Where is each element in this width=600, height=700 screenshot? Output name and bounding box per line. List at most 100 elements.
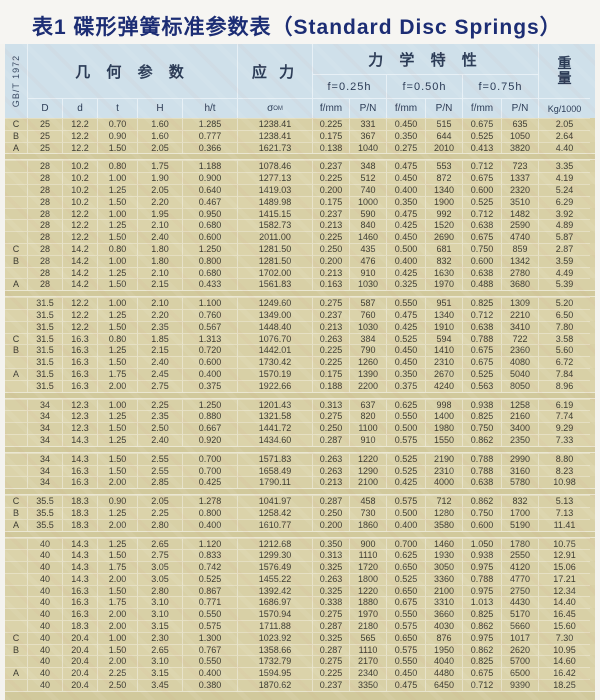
value-cell: 2.15	[137, 278, 182, 291]
value-cell: 3820	[501, 141, 538, 154]
value-cell: 3050	[425, 561, 462, 573]
series-letter-cell	[5, 297, 27, 309]
value-cell: 1442.01	[237, 344, 312, 357]
value-cell: 0.500	[386, 242, 425, 255]
value-cell: 0.263	[312, 332, 349, 345]
value-cell: 14.3	[62, 572, 97, 585]
value-cell: 3160	[501, 464, 538, 477]
value-cell: 16.42	[538, 667, 590, 680]
value-cell: 3510	[501, 195, 538, 208]
value-cell: 0.400	[182, 667, 237, 680]
value-cell: 7.74	[538, 410, 590, 423]
value-cell: 900	[349, 537, 386, 550]
value-cell: 5.20	[538, 297, 590, 309]
value-cell: 1.00	[97, 207, 137, 220]
value-cell: 14.40	[538, 596, 590, 609]
series-letter-cell	[5, 308, 27, 321]
table-row: C 35.5 18.3 0.90 2.05 1.278 1041.97 0.287 458 0.5…	[5, 495, 595, 507]
value-cell: 28	[27, 242, 62, 255]
value-cell: 0.975	[462, 584, 501, 597]
value-cell: 1711.88	[237, 620, 312, 632]
series-letter-cell: A	[5, 141, 27, 154]
value-cell: 0.938	[462, 549, 501, 562]
series-letter-cell	[5, 608, 27, 620]
value-cell: 0.237	[312, 679, 349, 691]
series-letter-cell	[5, 572, 27, 585]
value-cell: 0.667	[182, 422, 237, 434]
value-cell: 832	[501, 495, 538, 507]
value-cell: 1258.42	[237, 506, 312, 519]
value-cell: 0.975	[462, 561, 501, 573]
value-cell: 18.3	[62, 495, 97, 507]
value-cell: 40	[27, 537, 62, 550]
series-letter-cell	[5, 679, 27, 691]
value-cell: 1.25	[97, 410, 137, 423]
value-cell: 2.10	[137, 297, 182, 309]
value-cell: 1349.00	[237, 308, 312, 321]
value-cell: 2690	[425, 231, 462, 243]
value-cell: 1.00	[97, 254, 137, 267]
value-cell: 6500	[501, 667, 538, 680]
value-cell: 8.23	[538, 464, 590, 477]
value-cell: 0.880	[182, 410, 237, 423]
value-cell: 2.45	[137, 367, 182, 380]
value-cell: 18.3	[62, 506, 97, 519]
value-cell: 1392.42	[237, 584, 312, 597]
value-cell: 0.400	[182, 518, 237, 531]
value-cell: 14.60	[538, 655, 590, 668]
value-cell: 18.25	[538, 679, 590, 691]
value-cell: 0.720	[182, 344, 237, 357]
value-cell: 1880	[349, 596, 386, 609]
value-cell: 7.30	[538, 631, 590, 644]
value-cell: 1571.83	[237, 452, 312, 465]
value-cell: 1.120	[182, 537, 237, 550]
value-cell: 1455.22	[237, 572, 312, 585]
value-cell: 0.650	[386, 561, 425, 573]
value-cell: 4.49	[538, 266, 590, 279]
value-cell: 0.250	[312, 422, 349, 434]
value-cell: 1922.66	[237, 379, 312, 392]
value-cell: 1.75	[137, 160, 182, 173]
value-cell: 590	[349, 207, 386, 220]
value-cell: 0.425	[182, 476, 237, 489]
value-cell: 16.3	[62, 344, 97, 357]
value-cell: 14.2	[62, 242, 97, 255]
series-letter-cell: C	[5, 495, 27, 507]
value-cell: 4000	[425, 476, 462, 489]
value-cell: 2.40	[137, 231, 182, 243]
value-cell: 1.300	[182, 631, 237, 644]
value-cell: 1561.83	[237, 278, 312, 291]
value-cell: 1720	[349, 561, 386, 573]
value-cell: 1.50	[97, 643, 137, 656]
value-cell: 1419.03	[237, 183, 312, 196]
standard-label: GB/T 1972	[11, 54, 21, 108]
series-letter-cell: B	[5, 129, 27, 142]
table-row: A 35.5 18.3 2.00 2.80 0.400 1610.77 0.200 1860 0.…	[5, 518, 595, 531]
series-letter-cell	[5, 183, 27, 196]
value-cell: 28	[27, 172, 62, 184]
value-cell: 594	[425, 332, 462, 345]
value-cell: 18.3	[62, 518, 97, 531]
value-cell: 0.366	[182, 141, 237, 154]
value-cell: 2590	[501, 219, 538, 232]
value-cell: 1.00	[97, 631, 137, 644]
value-cell: 0.380	[182, 679, 237, 691]
value-cell: 3.58	[538, 332, 590, 345]
value-cell: 1050	[501, 129, 538, 142]
value-cell: 0.287	[312, 433, 349, 446]
value-cell: 10.2	[62, 160, 97, 173]
value-cell: 12.3	[62, 422, 97, 434]
value-cell: 0.325	[312, 561, 349, 573]
value-cell: 2.05	[538, 118, 590, 130]
value-cell: 20.4	[62, 655, 97, 668]
value-cell: 0.900	[182, 172, 237, 184]
series-letter-cell	[5, 452, 27, 465]
value-cell: 0.250	[312, 506, 349, 519]
value-cell: 35.5	[27, 495, 62, 507]
value-cell: 3.15	[137, 667, 182, 680]
value-cell: 1910	[425, 320, 462, 333]
value-cell: 0.275	[312, 410, 349, 423]
value-cell: 3.15	[137, 620, 182, 632]
value-cell: 2.55	[137, 452, 182, 465]
value-cell: 1.25	[97, 183, 137, 196]
